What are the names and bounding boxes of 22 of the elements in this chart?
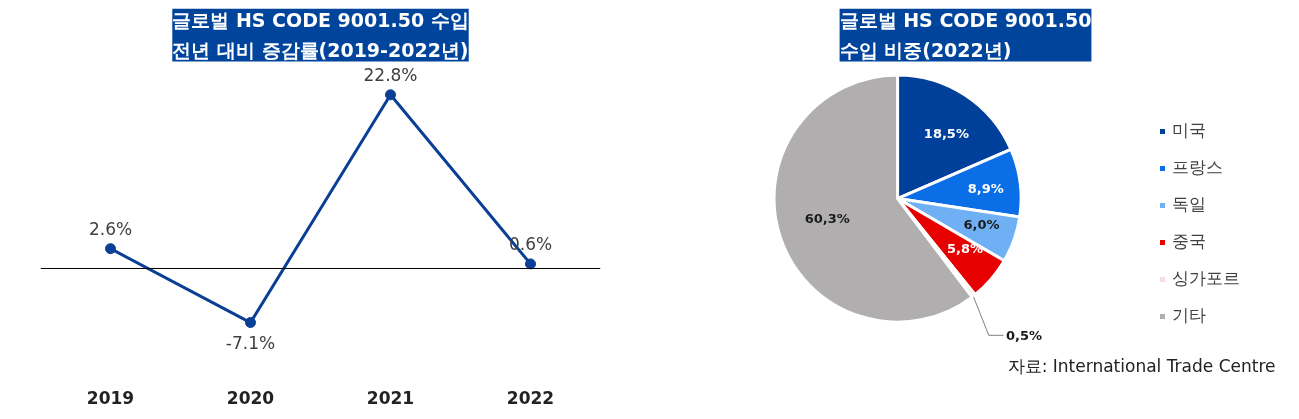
data-label: 5,8%	[946, 241, 984, 257]
x-tick-label: 2019	[86, 387, 135, 408]
x-tick-label: 2020	[226, 387, 275, 408]
data-label: 18,5%	[923, 126, 969, 142]
data-label: 0,5%	[1006, 327, 1043, 343]
x-tick-label: 2021	[366, 387, 415, 408]
legend-label: 싱가포르	[1172, 267, 1240, 290]
legend-label: 프랑스	[1172, 156, 1223, 179]
legend-label: 기타	[1172, 304, 1206, 327]
chart-title: 글로벌 HS CODE 9001.50 수입 전년 대비 증감률(2019-2022년)	[172, 8, 469, 62]
data-label: 22.8%	[363, 64, 418, 85]
data-label: -7.1%	[225, 332, 276, 353]
chart-title: 글로벌 HS CODE 9001.50 수입 비중(2022년)	[839, 8, 1092, 62]
x-tick-label: 2022	[506, 387, 555, 408]
data-label: 6,0%	[963, 216, 1000, 232]
text: 자료: International Trade Centre	[1007, 355, 1276, 376]
data-label: 8,9%	[967, 181, 1004, 197]
legend-label: 미국	[1172, 119, 1206, 142]
data-label: 60,3%	[804, 210, 850, 226]
legend-label: 중국	[1172, 230, 1206, 253]
data-label: 2.6%	[88, 218, 133, 239]
legend-label: 독일	[1172, 193, 1206, 216]
